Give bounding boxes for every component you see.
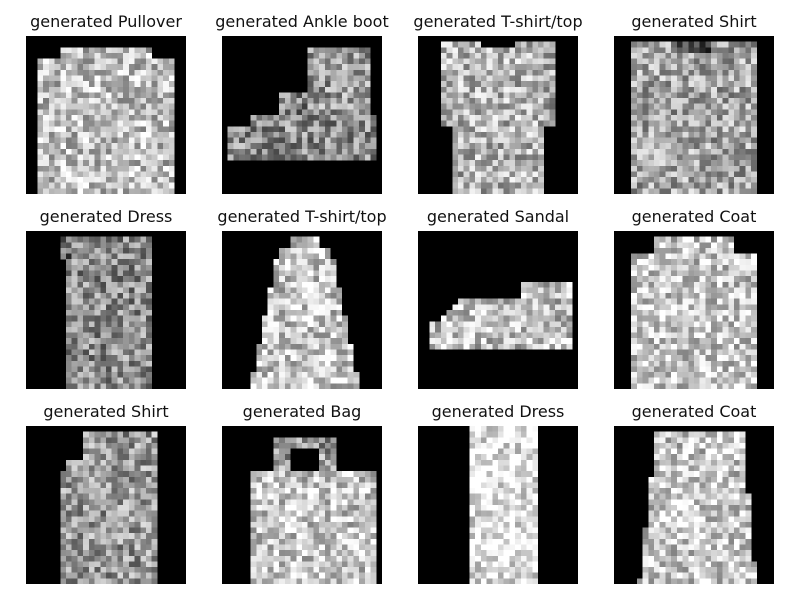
sample-cell: generated Pullover <box>26 12 186 194</box>
sample-title: generated Pullover <box>30 12 182 31</box>
sample-cell: generated Coat <box>614 402 774 584</box>
sample-cell: generated Coat <box>614 207 774 389</box>
sample-cell: generated T-shirt/top <box>217 207 387 389</box>
sample-title: generated Coat <box>631 402 757 421</box>
sample-title: generated Sandal <box>426 207 570 226</box>
pixel-grid <box>60 431 158 584</box>
generated-image <box>614 426 774 584</box>
generated-image <box>222 231 382 389</box>
sample-cell: generated Dress <box>418 402 578 584</box>
generated-image <box>418 426 578 584</box>
pixel-grid <box>636 431 757 584</box>
sample-cell: generated Sandal <box>418 207 578 389</box>
generated-image <box>26 231 186 389</box>
pixel-grid <box>250 236 360 389</box>
sample-cell: generated Bag <box>222 402 382 584</box>
pixel-grid <box>37 47 175 194</box>
pixel-grid <box>631 236 757 389</box>
generated-image <box>418 231 578 389</box>
pixel-grid <box>250 437 377 584</box>
generated-image <box>222 426 382 584</box>
pixel-grid <box>631 41 757 194</box>
pixel-grid <box>429 281 573 350</box>
generated-image <box>614 231 774 389</box>
sample-cell: generated Dress <box>26 207 186 389</box>
pixel-grid <box>227 47 377 161</box>
sample-cell: generated Shirt <box>26 402 186 584</box>
sample-cell: generated T-shirt/top <box>413 12 583 194</box>
sample-title: generated Ankle boot <box>215 12 389 31</box>
generated-image <box>418 36 578 194</box>
sample-cell: generated Shirt <box>614 12 774 194</box>
sample-title: generated Bag <box>242 402 362 421</box>
generated-image <box>26 36 186 194</box>
sample-cell: generated Ankle boot <box>215 12 389 194</box>
sample-title: generated Dress <box>431 402 565 421</box>
pixel-grid <box>440 41 556 194</box>
pixel-grid <box>469 426 539 584</box>
sample-title: generated Shirt <box>43 402 169 421</box>
pixel-grid <box>60 236 152 389</box>
sample-title: generated Coat <box>631 207 757 226</box>
sample-title: generated T-shirt/top <box>217 207 387 226</box>
sample-title: generated Shirt <box>631 12 757 31</box>
generated-image <box>26 426 186 584</box>
generated-image <box>222 36 382 194</box>
sample-title: generated T-shirt/top <box>413 12 583 31</box>
sample-title: generated Dress <box>39 207 173 226</box>
generated-image <box>614 36 774 194</box>
